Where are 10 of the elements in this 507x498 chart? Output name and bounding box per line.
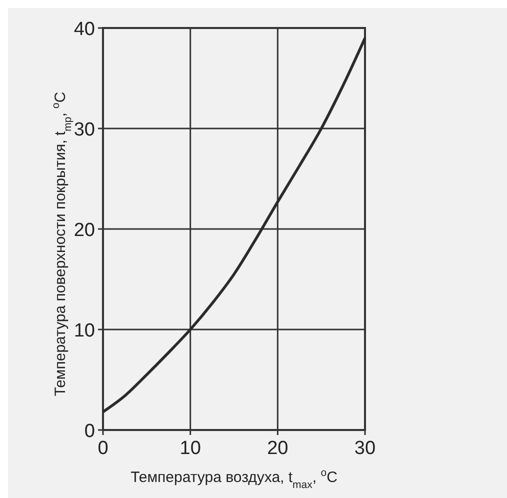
x-tick-label: 10 [180, 438, 201, 459]
x-axis-title: Температура воздуха, t$_{max}$, $^{o}$C [130, 467, 338, 491]
x-tick-label: 0 [98, 438, 108, 459]
x-tick-label: 20 [267, 438, 288, 459]
y-tick-label: 0 [84, 421, 95, 442]
y-tick-label: 40 [74, 19, 95, 40]
x-tick-label: 30 [354, 438, 376, 459]
y-tick-label: 30 [74, 120, 95, 140]
y-tick-label: 20 [74, 220, 95, 241]
y-tick-label: 10 [74, 320, 95, 342]
